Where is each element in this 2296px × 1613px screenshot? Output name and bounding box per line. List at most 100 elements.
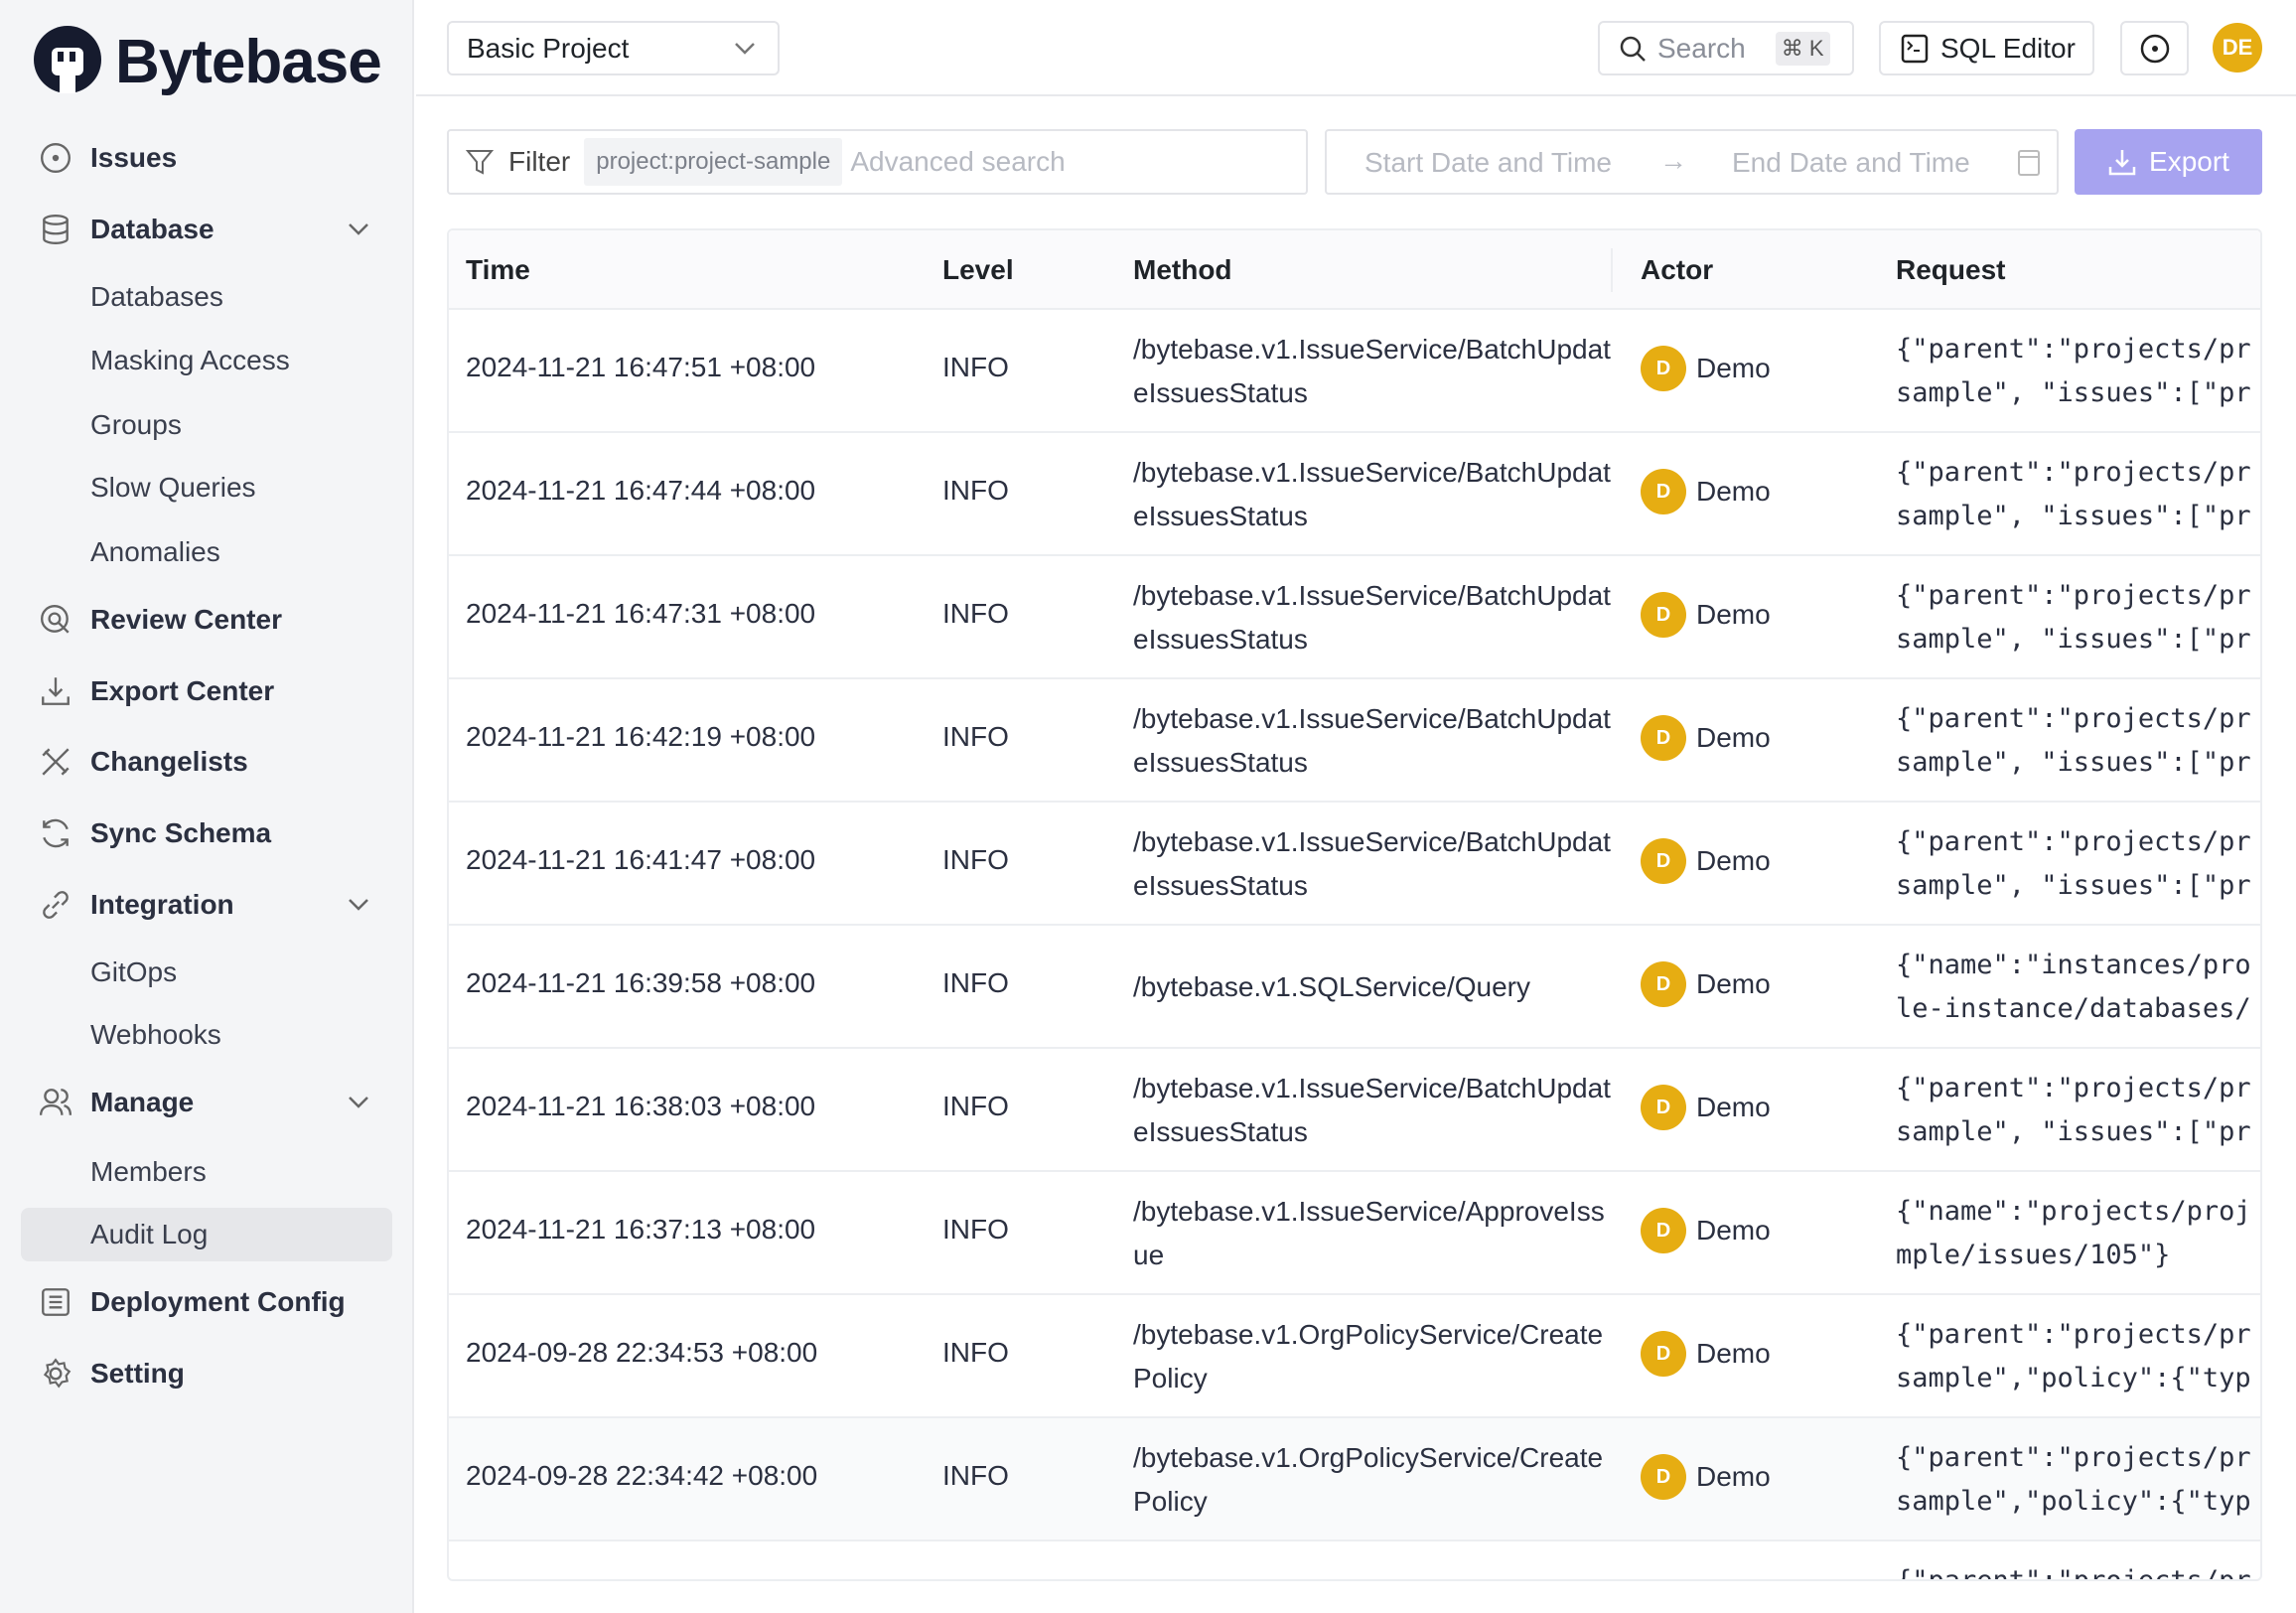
method-cell: /bytebase.v1.IssueService/BatchUpdateIss… xyxy=(1133,703,1611,778)
bytebase-logo-icon xyxy=(34,26,101,93)
sidebar-item-changelists[interactable]: Changelists xyxy=(0,735,414,789)
actor-cell[interactable]: D Demo xyxy=(1641,346,1771,391)
table-row[interactable]: 2024-09-28 22:34:53 +08:00 INFO/bytebase.… xyxy=(449,1295,2260,1418)
sidebar-item-label: Setting xyxy=(90,1358,185,1389)
table-row[interactable]: 2024-11-21 16:39:58 +08:00 INFO/bytebase.… xyxy=(449,926,2260,1049)
actor-avatar: D xyxy=(1641,346,1686,391)
level-cell: INFO xyxy=(942,352,1009,382)
table-row[interactable]: 2024-11-21 16:47:51 +08:00 INFO/bytebase.… xyxy=(449,310,2260,433)
sidebar-item-review-center[interactable]: Review Center xyxy=(0,593,414,647)
chevron-down-icon[interactable] xyxy=(348,898,369,912)
sidebar-item-databases[interactable]: Databases xyxy=(0,270,414,324)
users-icon xyxy=(36,1083,75,1122)
table-row[interactable]: 2024-11-21 16:37:13 +08:00 INFO/bytebase.… xyxy=(449,1172,2260,1295)
sidebar-item-deployment-config[interactable]: Deployment Config xyxy=(0,1275,414,1329)
request-line: {"parent":"projects/pr xyxy=(1896,1073,2251,1103)
request-line: {"parent":"projects/pr xyxy=(1896,1319,2251,1350)
request-line: {"parent":"projects/pr xyxy=(1896,457,2251,488)
time-cell: 2024-11-21 16:42:19 +08:00 xyxy=(466,721,816,752)
table-row[interactable]: 2024-09-28 22:34:42 +08:00 INFO/bytebase.… xyxy=(449,1418,2260,1541)
request-line: sample", "issues":["pr xyxy=(1896,747,2251,778)
sidebar-item-audit-log[interactable]: Audit Log xyxy=(21,1208,392,1261)
sidebar-item-database[interactable]: Database xyxy=(0,203,414,256)
help-button[interactable] xyxy=(2120,21,2189,75)
actor-cell[interactable]: D Demo xyxy=(1641,1208,1771,1253)
sidebar-item-members[interactable]: Members xyxy=(0,1145,414,1199)
request-line: le-instance/databases/ xyxy=(1896,993,2251,1024)
bytebase-logo[interactable]: Bytebase xyxy=(30,24,382,99)
sidebar-item-gitops[interactable]: GitOps xyxy=(0,946,414,999)
sidebar-item-slow-queries[interactable]: Slow Queries xyxy=(0,461,414,514)
export-button[interactable]: Export xyxy=(2075,129,2262,195)
search-button[interactable]: Search ⌘ K xyxy=(1598,21,1854,75)
sidebar-item-export-center[interactable]: Export Center xyxy=(0,664,414,718)
chevron-down-icon[interactable] xyxy=(348,222,369,236)
chevron-down-icon[interactable] xyxy=(348,1096,369,1109)
actor-cell[interactable]: D Demo xyxy=(1641,592,1771,638)
sidebar-item-masking-access[interactable]: Masking Access xyxy=(0,334,414,387)
time-cell: 2024-11-21 16:47:44 +08:00 xyxy=(466,475,816,506)
advanced-search-placeholder[interactable]: Advanced search xyxy=(850,146,1066,177)
method-cell: /bytebase.v1.IssueService/BatchUpdateIss… xyxy=(1133,1073,1611,1147)
actor-cell[interactable]: D Demo xyxy=(1641,1454,1771,1500)
column-header-level: Level xyxy=(942,254,1014,285)
sidebar-item-label: Members xyxy=(90,1156,207,1187)
date-range-picker[interactable]: Start Date and Time → End Date and Time xyxy=(1325,129,2059,195)
actor-avatar: D xyxy=(1641,715,1686,761)
sidebar-item-groups[interactable]: Groups xyxy=(0,398,414,452)
sidebar-item-anomalies[interactable]: Anomalies xyxy=(0,525,414,579)
actor-cell[interactable]: D Demo xyxy=(1641,1085,1771,1130)
filter-input[interactable]: Filter project:project-sample Advanced s… xyxy=(447,129,1308,195)
table-row[interactable]: 2024-11-21 16:47:44 +08:00 INFO/bytebase.… xyxy=(449,433,2260,556)
request-line: {"name":"projects/proj xyxy=(1896,1196,2251,1227)
audit-log-table: Time Level Method Actor Request 2024-11-… xyxy=(447,228,2262,1581)
table-row[interactable]: 2024-11-21 16:47:31 +08:00 INFO/bytebase.… xyxy=(449,556,2260,679)
actor-cell[interactable]: D Demo xyxy=(1641,1331,1771,1377)
request-cell: {"parent":"projects/pr sample", "issues":… xyxy=(1896,1067,2260,1154)
actor-cell[interactable]: D Demo xyxy=(1641,715,1771,761)
column-resize-handle[interactable] xyxy=(1611,248,1613,292)
sidebar-item-label: Integration xyxy=(90,889,234,920)
request-cell: {"parent":"projects/pr sample","policy":{… xyxy=(1896,1313,2260,1400)
request-line: mple/issues/105"} xyxy=(1896,1240,2171,1270)
request-line: sample","policy":{"typ xyxy=(1896,1363,2251,1393)
sql-editor-button[interactable]: SQL Editor xyxy=(1879,21,2094,75)
actor-name: Demo xyxy=(1696,1461,1771,1492)
method-cell: /bytebase.v1.IssueService/BatchUpdateIss… xyxy=(1133,457,1611,531)
sidebar-item-issues[interactable]: Issues xyxy=(0,131,414,185)
end-date-input[interactable]: End Date and Time xyxy=(1732,147,1970,178)
sidebar-item-setting[interactable]: Setting xyxy=(0,1347,414,1400)
table-row[interactable]: 2024-11-21 16:38:03 +08:00 INFO/bytebase.… xyxy=(449,1049,2260,1172)
method-cell: /bytebase.v1.IssueService/ApproveIssue xyxy=(1133,1196,1605,1270)
actor-cell[interactable]: D Demo xyxy=(1641,961,1771,1007)
sidebar-item-integration[interactable]: Integration xyxy=(0,878,414,932)
actor-cell[interactable]: D Demo xyxy=(1641,469,1771,514)
actor-name: Demo xyxy=(1696,968,1771,999)
table-row[interactable]: 2024-11-21 16:42:19 +08:00 INFO/bytebase.… xyxy=(449,679,2260,803)
actor-cell[interactable]: D Demo xyxy=(1641,838,1771,884)
request-line: sample", "issues":["pr xyxy=(1896,377,2251,408)
search-shortcut: ⌘ K xyxy=(1775,31,1830,66)
table-row[interactable]: /bytebase.v1.IssueService/BatchUpd{"pare… xyxy=(449,1541,2260,1579)
download-icon xyxy=(2108,150,2136,176)
request-line: {"parent":"projects/pr xyxy=(1896,826,2251,857)
sidebar-item-label: Review Center xyxy=(90,604,282,635)
sidebar-item-sync-schema[interactable]: Sync Schema xyxy=(0,806,414,860)
level-cell: INFO xyxy=(942,844,1009,875)
user-avatar[interactable]: DE xyxy=(2213,23,2262,73)
calendar-icon[interactable] xyxy=(2017,149,2041,177)
filter-tag[interactable]: project:project-sample xyxy=(584,138,843,186)
request-line: {"parent":"projects/pr xyxy=(1896,334,2251,365)
time-cell: 2024-11-21 16:41:47 +08:00 xyxy=(466,844,816,875)
project-selector[interactable]: Basic Project xyxy=(447,21,780,75)
table-row[interactable]: 2024-11-21 16:41:47 +08:00 INFO/bytebase.… xyxy=(449,803,2260,926)
sidebar-item-webhooks[interactable]: Webhooks xyxy=(0,1008,414,1062)
time-cell: 2024-11-21 16:39:58 +08:00 xyxy=(466,967,816,998)
request-line: {"name":"instances/pro xyxy=(1896,950,2251,980)
actor-name: Demo xyxy=(1696,476,1771,507)
sidebar-item-manage[interactable]: Manage xyxy=(0,1076,414,1129)
start-date-input[interactable]: Start Date and Time xyxy=(1364,147,1613,178)
method-cell: /bytebase.v1.SQLService/Query xyxy=(1133,971,1530,1002)
sidebar-item-label: Masking Access xyxy=(90,345,290,375)
time-cell: 2024-09-28 22:34:42 +08:00 xyxy=(466,1460,818,1491)
